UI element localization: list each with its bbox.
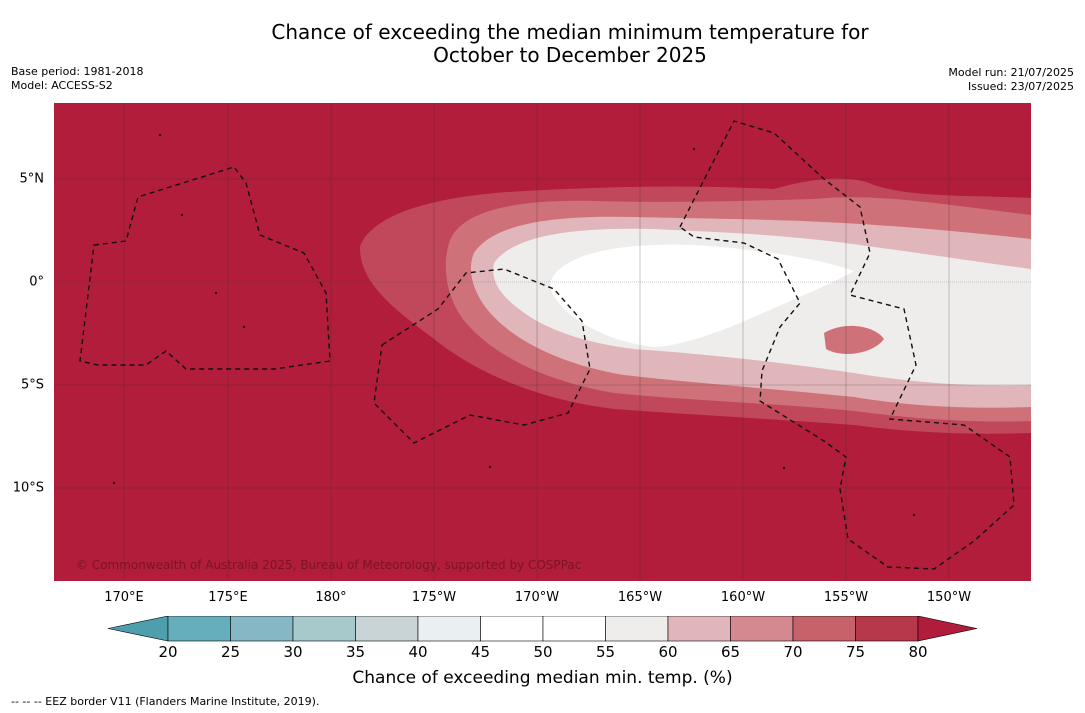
y-tick-label: 5°N bbox=[19, 171, 45, 187]
x-tick-label: 165°W bbox=[617, 590, 663, 605]
title-line-2: October to December 2025 bbox=[433, 43, 707, 67]
colorbar-tick: 80 bbox=[908, 643, 928, 661]
map-panel: © Commonwealth of Australia 2025, Bureau… bbox=[54, 103, 1031, 581]
island-speck bbox=[180, 213, 184, 217]
eez-borders bbox=[79, 120, 1015, 570]
contour-55 bbox=[550, 244, 854, 347]
x-tick-label: 155°W bbox=[823, 590, 869, 605]
y-tick-label: 0° bbox=[29, 274, 44, 290]
colorbar-segment bbox=[792, 616, 856, 642]
colorbar-low-extension bbox=[108, 616, 169, 642]
colorbar-tick: 30 bbox=[283, 643, 303, 661]
colorbar-tick: 25 bbox=[220, 643, 241, 661]
eez-border-west bbox=[79, 166, 331, 370]
island-speck bbox=[692, 147, 696, 151]
eez-border-east bbox=[679, 120, 1015, 570]
forecast-map bbox=[54, 103, 1031, 581]
colorbar-segment bbox=[167, 616, 231, 642]
base-period: Base period: 1981-2018 bbox=[11, 65, 144, 78]
colorbar-tick: 20 bbox=[158, 643, 178, 661]
colorbar-tick: 70 bbox=[783, 643, 803, 661]
colorbar-segment bbox=[480, 616, 544, 642]
colorbar-segment bbox=[292, 616, 356, 642]
y-tick-label: 10°S bbox=[12, 480, 44, 496]
x-tick-label: 170°W bbox=[514, 590, 560, 605]
island-speck bbox=[214, 291, 218, 295]
x-tick-label: 175°E bbox=[208, 590, 248, 605]
island-speck bbox=[912, 513, 916, 517]
colorbar-tick: 45 bbox=[470, 643, 491, 661]
colorbar-segment bbox=[855, 616, 919, 642]
x-tick-label: 170°E bbox=[104, 590, 144, 605]
eez-border-central bbox=[373, 268, 591, 444]
title-line-1: Chance of exceeding the median minimum t… bbox=[271, 20, 869, 44]
issued-date: Issued: 23/07/2025 bbox=[967, 80, 1074, 93]
colorbar-segment bbox=[605, 616, 669, 642]
meta-right: Model run: 21/07/2025 Issued: 23/07/2025 bbox=[948, 66, 1074, 94]
x-tick-label: 175°W bbox=[411, 590, 457, 605]
colorbar-tick: 75 bbox=[845, 643, 866, 661]
model-name: Model: ACCESS-S2 bbox=[11, 79, 113, 92]
island-speck bbox=[782, 466, 786, 470]
island-specks bbox=[112, 133, 916, 517]
colorbar-high-extension bbox=[917, 616, 978, 642]
colorbar-segment bbox=[667, 616, 731, 642]
colorbar-tick: 60 bbox=[658, 643, 678, 661]
meta-left: Base period: 1981-2018 Model: ACCESS-S2 bbox=[11, 65, 143, 93]
colorbar-segment bbox=[355, 616, 419, 642]
grid-lines bbox=[54, 103, 1031, 581]
x-tick-label: 180° bbox=[315, 590, 347, 605]
colorbar-tick: 55 bbox=[595, 643, 616, 661]
colorbar-segment bbox=[417, 616, 481, 642]
colorbar-segment bbox=[230, 616, 294, 642]
copyright-text: © Commonwealth of Australia 2025, Bureau… bbox=[76, 558, 582, 572]
colorbar bbox=[108, 616, 978, 642]
colorbar-segment bbox=[542, 616, 606, 642]
model-run: Model run: 21/07/2025 bbox=[948, 66, 1074, 79]
colorbar-tick: 50 bbox=[533, 643, 553, 661]
island-speck bbox=[158, 133, 162, 137]
contour-70-patch bbox=[824, 325, 884, 354]
colorbar-tick: 40 bbox=[408, 643, 428, 661]
colorbar-segment bbox=[730, 616, 794, 642]
island-speck bbox=[488, 465, 492, 469]
colorbar-label: Chance of exceeding median min. temp. (%… bbox=[352, 668, 733, 688]
y-tick-label: 5°S bbox=[20, 377, 44, 393]
island-speck bbox=[242, 325, 246, 329]
colorbar-tick: 35 bbox=[345, 643, 366, 661]
colorbar-tick: 65 bbox=[720, 643, 741, 661]
x-tick-label: 160°W bbox=[720, 590, 766, 605]
eez-footnote: -- -- -- EEZ border V11 (Flanders Marine… bbox=[11, 695, 320, 708]
colorbar-segments bbox=[167, 616, 919, 642]
x-tick-label: 150°W bbox=[926, 590, 972, 605]
island-speck bbox=[112, 481, 116, 485]
map-title: Chance of exceeding the median minimum t… bbox=[0, 21, 1085, 67]
